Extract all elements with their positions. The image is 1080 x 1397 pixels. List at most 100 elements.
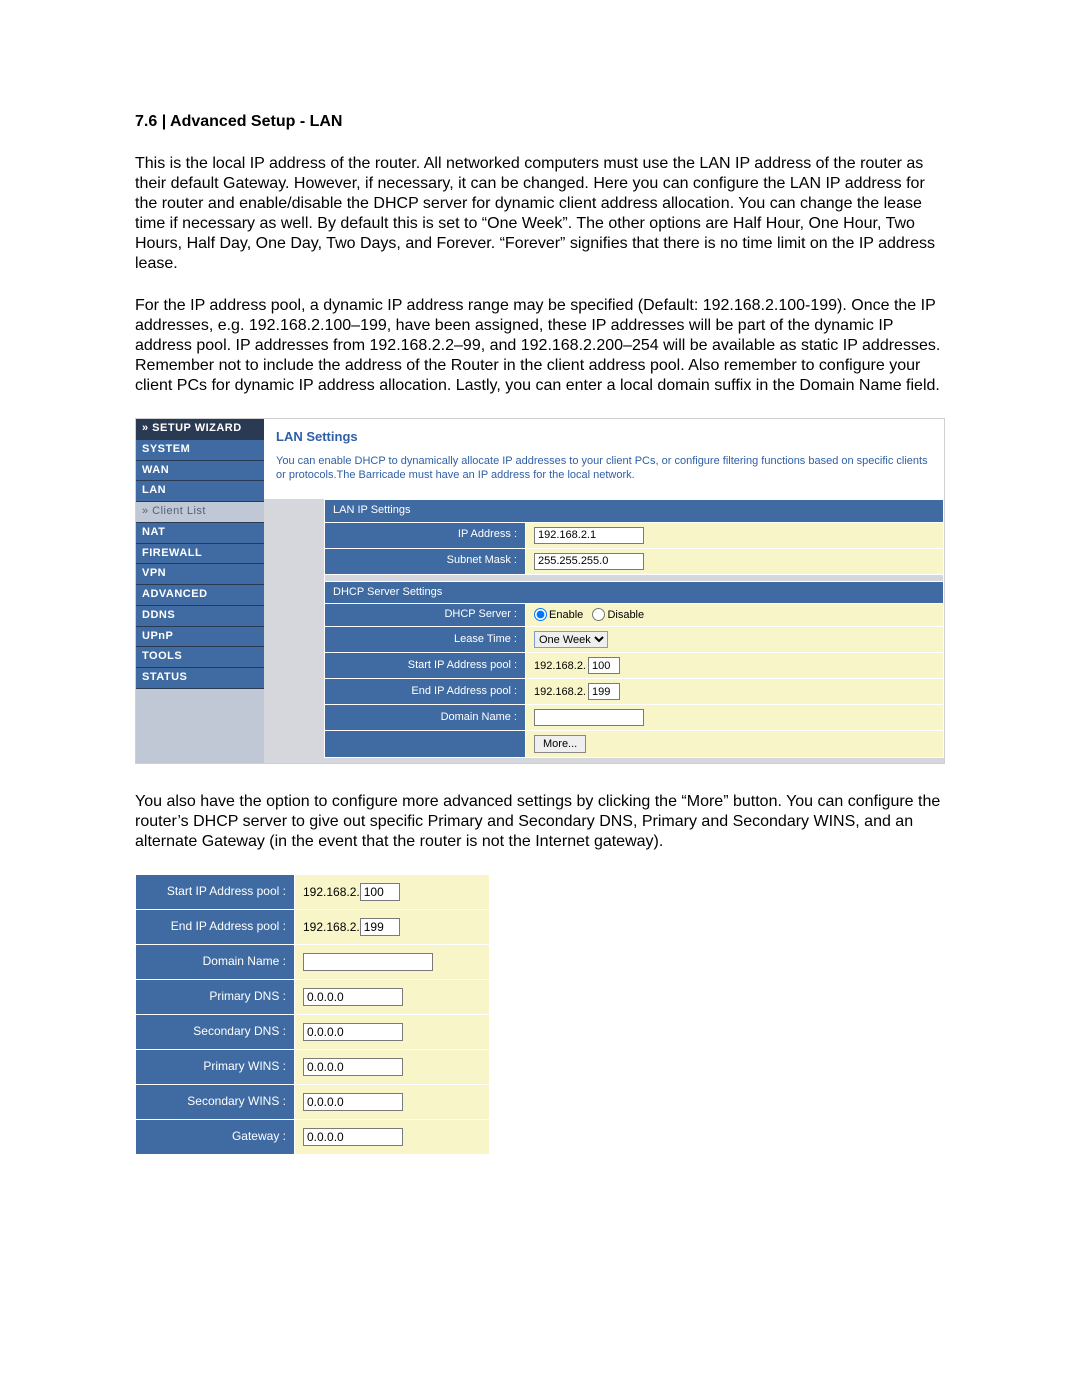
sidebar: » SETUP WIZARDSYSTEMWANLAN» Client ListN… [136, 419, 264, 763]
strip-input[interactable] [360, 918, 400, 936]
settings-table: LAN IP Settings IP Address : Subnet Mask… [324, 499, 944, 759]
ip-prefix: 192.168.2. [534, 660, 586, 672]
strip-input[interactable] [303, 1128, 403, 1146]
strip-row: Domain Name : [136, 945, 489, 979]
end-pool-value-cell: 192.168.2. [526, 679, 943, 704]
dhcp-disable-option[interactable]: Disable [592, 609, 644, 621]
ip-address-label: IP Address : [325, 523, 525, 548]
section-lan-ip-label: LAN IP Settings [325, 500, 943, 522]
strip-row-value [295, 1050, 489, 1084]
strip-row: Primary DNS : [136, 980, 489, 1014]
row-subnet: Subnet Mask : [325, 549, 943, 574]
sidebar-item[interactable]: STATUS [136, 668, 264, 689]
page-heading: 7.6 | Advanced Setup - LAN [135, 112, 945, 132]
strip-input[interactable] [303, 953, 433, 971]
dhcp-server-value-cell: Enable Disable [526, 604, 943, 626]
sidebar-item[interactable]: DDNS [136, 606, 264, 627]
section-dhcp: DHCP Server Settings [325, 582, 943, 604]
sidebar-item[interactable]: SYSTEM [136, 440, 264, 461]
sidebar-item[interactable]: ADVANCED [136, 585, 264, 606]
strip-row: Secondary DNS : [136, 1015, 489, 1049]
strip-row-value: 192.168.2. [295, 910, 489, 944]
ip-address-value-cell [526, 523, 943, 548]
strip-input[interactable] [360, 883, 400, 901]
start-pool-value-cell: 192.168.2. [526, 653, 943, 678]
end-pool-label: End IP Address pool : [325, 679, 525, 704]
row-domain-name: Domain Name : [325, 705, 943, 730]
dhcp-enable-radio[interactable] [534, 608, 547, 621]
strip-row-value [295, 980, 489, 1014]
sidebar-item[interactable]: NAT [136, 523, 264, 544]
sidebar-item[interactable]: FIREWALL [136, 544, 264, 565]
strip-row: Gateway : [136, 1120, 489, 1154]
strip-table: Start IP Address pool :192.168.2.End IP … [135, 874, 490, 1155]
end-pool-input[interactable] [588, 683, 620, 700]
panel-title: LAN Settings [276, 429, 936, 445]
dhcp-enable-option[interactable]: Enable [534, 609, 583, 621]
strip-row-label: Primary DNS : [136, 980, 294, 1014]
strip-row-value: 192.168.2. [295, 875, 489, 909]
strip-row: Secondary WINS : [136, 1085, 489, 1119]
ip-prefix: 192.168.2. [303, 920, 360, 934]
sidebar-item[interactable]: » SETUP WIZARD [136, 419, 264, 440]
row-ip-address: IP Address : [325, 523, 943, 548]
strip-row-label: End IP Address pool : [136, 910, 294, 944]
paragraph-2: For the IP address pool, a dynamic IP ad… [135, 296, 945, 396]
strip-row: End IP Address pool : 192.168.2. [136, 910, 489, 944]
subnet-label: Subnet Mask : [325, 549, 525, 574]
section-lan-ip: LAN IP Settings [325, 500, 943, 522]
dhcp-server-label: DHCP Server : [325, 604, 525, 626]
strip-row-label: Primary WINS : [136, 1050, 294, 1084]
domain-input[interactable] [534, 709, 644, 726]
strip-row-label: Gateway : [136, 1120, 294, 1154]
start-pool-label: Start IP Address pool : [325, 653, 525, 678]
strip-row-value [295, 1015, 489, 1049]
dhcp-disable-radio[interactable] [592, 608, 605, 621]
ip-address-input[interactable] [534, 527, 644, 544]
subnet-input[interactable] [534, 553, 644, 570]
sidebar-item[interactable]: WAN [136, 461, 264, 482]
domain-label: Domain Name : [325, 705, 525, 730]
content-area: LAN Settings You can enable DHCP to dyna… [264, 419, 944, 763]
paragraph-3: You also have the option to configure mo… [135, 792, 945, 852]
section-dhcp-label: DHCP Server Settings [325, 582, 943, 604]
more-label-cell [325, 731, 525, 757]
strip-row: Start IP Address pool : 192.168.2. [136, 875, 489, 909]
start-pool-input[interactable] [588, 657, 620, 674]
sidebar-item[interactable]: TOOLS [136, 647, 264, 668]
ip-prefix: 192.168.2. [303, 885, 360, 899]
settings-strip-screenshot: Start IP Address pool :192.168.2.End IP … [135, 874, 490, 1155]
more-button[interactable]: More... [534, 735, 586, 753]
strip-row-label: Start IP Address pool : [136, 875, 294, 909]
row-start-pool: Start IP Address pool : 192.168.2. [325, 653, 943, 678]
sidebar-item[interactable]: » Client List [136, 502, 264, 523]
strip-row-label: Domain Name : [136, 945, 294, 979]
lease-label: Lease Time : [325, 627, 525, 652]
strip-row-value [295, 1085, 489, 1119]
strip-input[interactable] [303, 1023, 403, 1041]
strip-row-label: Secondary WINS : [136, 1085, 294, 1119]
strip-row: Primary WINS : [136, 1050, 489, 1084]
sidebar-item[interactable]: VPN [136, 564, 264, 585]
row-end-pool: End IP Address pool : 192.168.2. [325, 679, 943, 704]
strip-input[interactable] [303, 988, 403, 1006]
strip-input[interactable] [303, 1058, 403, 1076]
domain-value-cell [526, 705, 943, 730]
sidebar-item[interactable]: LAN [136, 481, 264, 502]
more-value-cell: More... [526, 731, 943, 757]
strip-row-label: Secondary DNS : [136, 1015, 294, 1049]
strip-row-value [295, 945, 489, 979]
sidebar-item[interactable]: UPnP [136, 627, 264, 648]
paragraph-1: This is the local IP address of the rout… [135, 154, 945, 274]
ip-prefix: 192.168.2. [534, 686, 586, 698]
panel-hint: You can enable DHCP to dynamically alloc… [276, 455, 936, 483]
dhcp-disable-label: Disable [607, 609, 644, 621]
lease-select[interactable]: One Week [534, 631, 608, 648]
row-dhcp-server: DHCP Server : Enable Disable [325, 604, 943, 626]
strip-input[interactable] [303, 1093, 403, 1111]
subnet-value-cell [526, 549, 943, 574]
strip-row-value [295, 1120, 489, 1154]
sidebar-filler [136, 689, 264, 763]
dhcp-enable-label: Enable [549, 609, 583, 621]
row-more: More... [325, 731, 943, 757]
